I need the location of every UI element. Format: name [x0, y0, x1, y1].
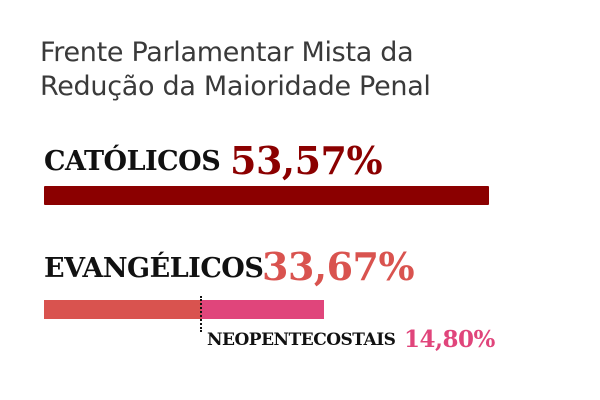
chart-title-line2: Redução da Maioridade Penal [40, 71, 431, 102]
evangelicos-value-label: 33,67% [262, 244, 415, 289]
catolicos-label: CATÓLICOS [44, 146, 221, 177]
chart-title-line1: Frente Parlamentar Mista da [40, 37, 414, 68]
catolicos-bar [44, 186, 489, 205]
catolicos-value-label: 53,57% [230, 138, 383, 183]
chart-title: Frente Parlamentar Mista da Redução da M… [40, 36, 560, 104]
neopentecostais-divider [200, 296, 202, 332]
neopentecostais-value-label: 14,80% [404, 326, 495, 353]
evangelicos-label: EVANGÉLICOS [44, 253, 264, 284]
evangelicos-other-bar [44, 300, 201, 319]
neopentecostais-bar [201, 300, 324, 319]
neopentecostais-label: NEOPENTECOSTAIS [207, 330, 396, 350]
